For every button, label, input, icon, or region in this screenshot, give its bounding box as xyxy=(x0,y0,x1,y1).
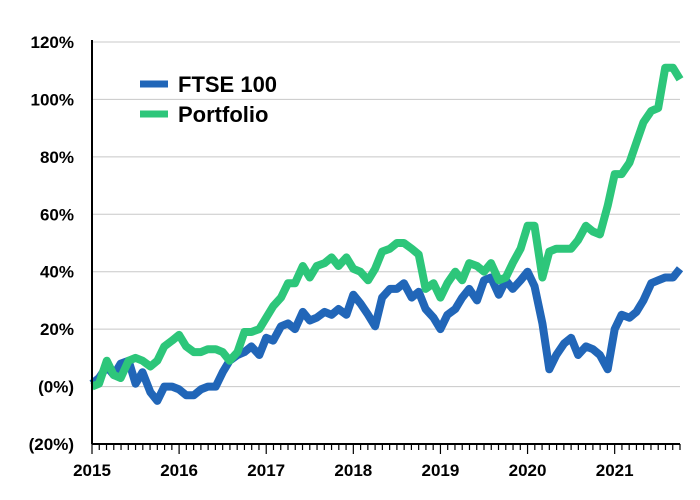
axes xyxy=(91,40,681,454)
x-tick-label: 2018 xyxy=(334,461,372,480)
series-line-ftse-100 xyxy=(89,266,684,405)
x-axis-tick-labels: 2015 2016 2017 2018 2019 2020 2021 xyxy=(73,461,633,480)
legend: FTSE 100 Portfolio xyxy=(140,72,277,127)
x-tick-label: 2015 xyxy=(73,461,111,480)
y-tick-label: 100% xyxy=(31,90,74,109)
x-tick-label: 2020 xyxy=(509,461,547,480)
y-tick-label: 20% xyxy=(40,320,74,339)
series-lines xyxy=(89,63,684,405)
gridlines xyxy=(92,41,680,388)
legend-label: FTSE 100 xyxy=(178,72,277,97)
x-tick-label: 2021 xyxy=(596,461,634,480)
legend-label: Portfolio xyxy=(178,102,268,127)
x-tick-label: 2019 xyxy=(422,461,460,480)
y-tick-label: (20%) xyxy=(29,435,74,454)
y-axis-tick-labels: (20%) (0%) 20% 40% 60% 80% 100% 120% xyxy=(29,33,74,454)
y-tick-label: 40% xyxy=(40,263,74,282)
y-tick-label: 80% xyxy=(40,148,74,167)
y-tick-label: (0%) xyxy=(38,378,74,397)
series-line-portfolio xyxy=(90,63,684,391)
x-tick-label: 2017 xyxy=(247,461,285,480)
y-tick-label: 120% xyxy=(31,33,74,52)
x-tick-label: 2016 xyxy=(160,461,198,480)
y-tick-label: 60% xyxy=(40,205,74,224)
